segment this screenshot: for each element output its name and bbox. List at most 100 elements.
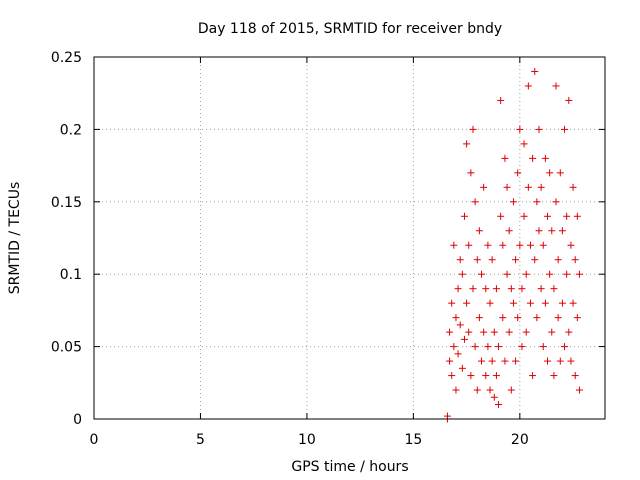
data-point bbox=[454, 350, 462, 358]
data-point bbox=[452, 314, 460, 322]
data-point bbox=[495, 343, 503, 351]
data-point bbox=[454, 285, 462, 293]
x-tick-label: 20 bbox=[511, 432, 529, 448]
y-axis-title: SRMTID / TECUs bbox=[7, 182, 23, 295]
data-point bbox=[450, 343, 458, 351]
data-point bbox=[537, 285, 545, 293]
data-point bbox=[516, 241, 524, 249]
data-point bbox=[452, 386, 460, 394]
data-point bbox=[524, 183, 532, 191]
data-point bbox=[516, 125, 524, 133]
x-tick-label: 5 bbox=[196, 432, 205, 448]
data-point bbox=[524, 82, 532, 90]
y-tick-label: 0.1 bbox=[60, 267, 82, 283]
y-tick-label: 0.15 bbox=[51, 195, 82, 211]
data-point bbox=[507, 386, 515, 394]
data-point bbox=[484, 241, 492, 249]
data-point bbox=[458, 364, 466, 372]
data-point bbox=[488, 357, 496, 365]
data-point bbox=[575, 386, 583, 394]
data-point bbox=[465, 328, 473, 336]
data-point bbox=[475, 227, 483, 235]
data-point bbox=[561, 125, 569, 133]
data-point bbox=[460, 335, 468, 343]
data-point bbox=[531, 67, 539, 75]
data-point bbox=[480, 328, 488, 336]
data-point bbox=[495, 401, 503, 409]
y-tick-label: 0 bbox=[73, 412, 82, 428]
plot-frame bbox=[93, 56, 606, 420]
data-point bbox=[550, 372, 558, 380]
data-point bbox=[458, 270, 466, 278]
data-point bbox=[460, 212, 468, 220]
data-point bbox=[541, 154, 549, 162]
y-tick-label: 0.25 bbox=[51, 50, 82, 66]
data-point bbox=[558, 299, 566, 307]
data-point bbox=[478, 270, 486, 278]
data-point bbox=[505, 227, 513, 235]
data-point bbox=[514, 314, 522, 322]
data-point bbox=[531, 256, 539, 264]
data-point bbox=[537, 183, 545, 191]
data-point bbox=[473, 256, 481, 264]
data-point bbox=[552, 82, 560, 90]
data-point bbox=[533, 314, 541, 322]
data-point bbox=[463, 299, 471, 307]
x-tick-label: 0 bbox=[90, 432, 99, 448]
data-point bbox=[565, 328, 573, 336]
data-point bbox=[507, 285, 515, 293]
data-point bbox=[567, 241, 575, 249]
data-point bbox=[544, 357, 552, 365]
data-point bbox=[446, 328, 454, 336]
data-point bbox=[480, 183, 488, 191]
data-point bbox=[520, 212, 528, 220]
data-point bbox=[554, 256, 562, 264]
data-point bbox=[467, 372, 475, 380]
data-point bbox=[520, 140, 528, 148]
data-point bbox=[539, 241, 547, 249]
data-point bbox=[473, 386, 481, 394]
data-point bbox=[535, 125, 543, 133]
data-point bbox=[509, 198, 517, 206]
data-point bbox=[497, 96, 505, 104]
axis-ticks: 0 0.05 0.1 0.15 0.2 0.25 0 5 10 15 20 bbox=[51, 50, 605, 448]
data-point bbox=[505, 328, 513, 336]
data-point bbox=[503, 183, 511, 191]
data-point bbox=[512, 357, 520, 365]
data-point bbox=[469, 285, 477, 293]
data-point bbox=[463, 140, 471, 148]
data-point bbox=[558, 227, 566, 235]
data-point bbox=[529, 154, 537, 162]
data-point bbox=[512, 256, 520, 264]
data-point bbox=[478, 357, 486, 365]
data-point bbox=[490, 328, 498, 336]
data-point bbox=[471, 198, 479, 206]
data-point bbox=[539, 343, 547, 351]
data-point bbox=[563, 212, 571, 220]
data-point bbox=[499, 314, 507, 322]
data-point bbox=[556, 357, 564, 365]
data-point bbox=[563, 270, 571, 278]
data-point bbox=[573, 212, 581, 220]
data-point bbox=[482, 372, 490, 380]
data-point bbox=[522, 328, 530, 336]
data-point bbox=[526, 299, 534, 307]
data-point bbox=[482, 285, 490, 293]
data-point bbox=[486, 299, 494, 307]
data-point bbox=[484, 343, 492, 351]
data-point bbox=[571, 372, 579, 380]
data-point bbox=[488, 256, 496, 264]
data-point bbox=[471, 343, 479, 351]
data-point bbox=[446, 357, 454, 365]
y-tick-label: 0.05 bbox=[51, 340, 82, 356]
data-point bbox=[569, 183, 577, 191]
data-point bbox=[448, 299, 456, 307]
data-point bbox=[518, 285, 526, 293]
data-point bbox=[546, 270, 554, 278]
data-point bbox=[522, 270, 530, 278]
data-point bbox=[486, 386, 494, 394]
data-point bbox=[554, 314, 562, 322]
x-tick-label: 15 bbox=[404, 432, 422, 448]
data-point bbox=[514, 169, 522, 177]
